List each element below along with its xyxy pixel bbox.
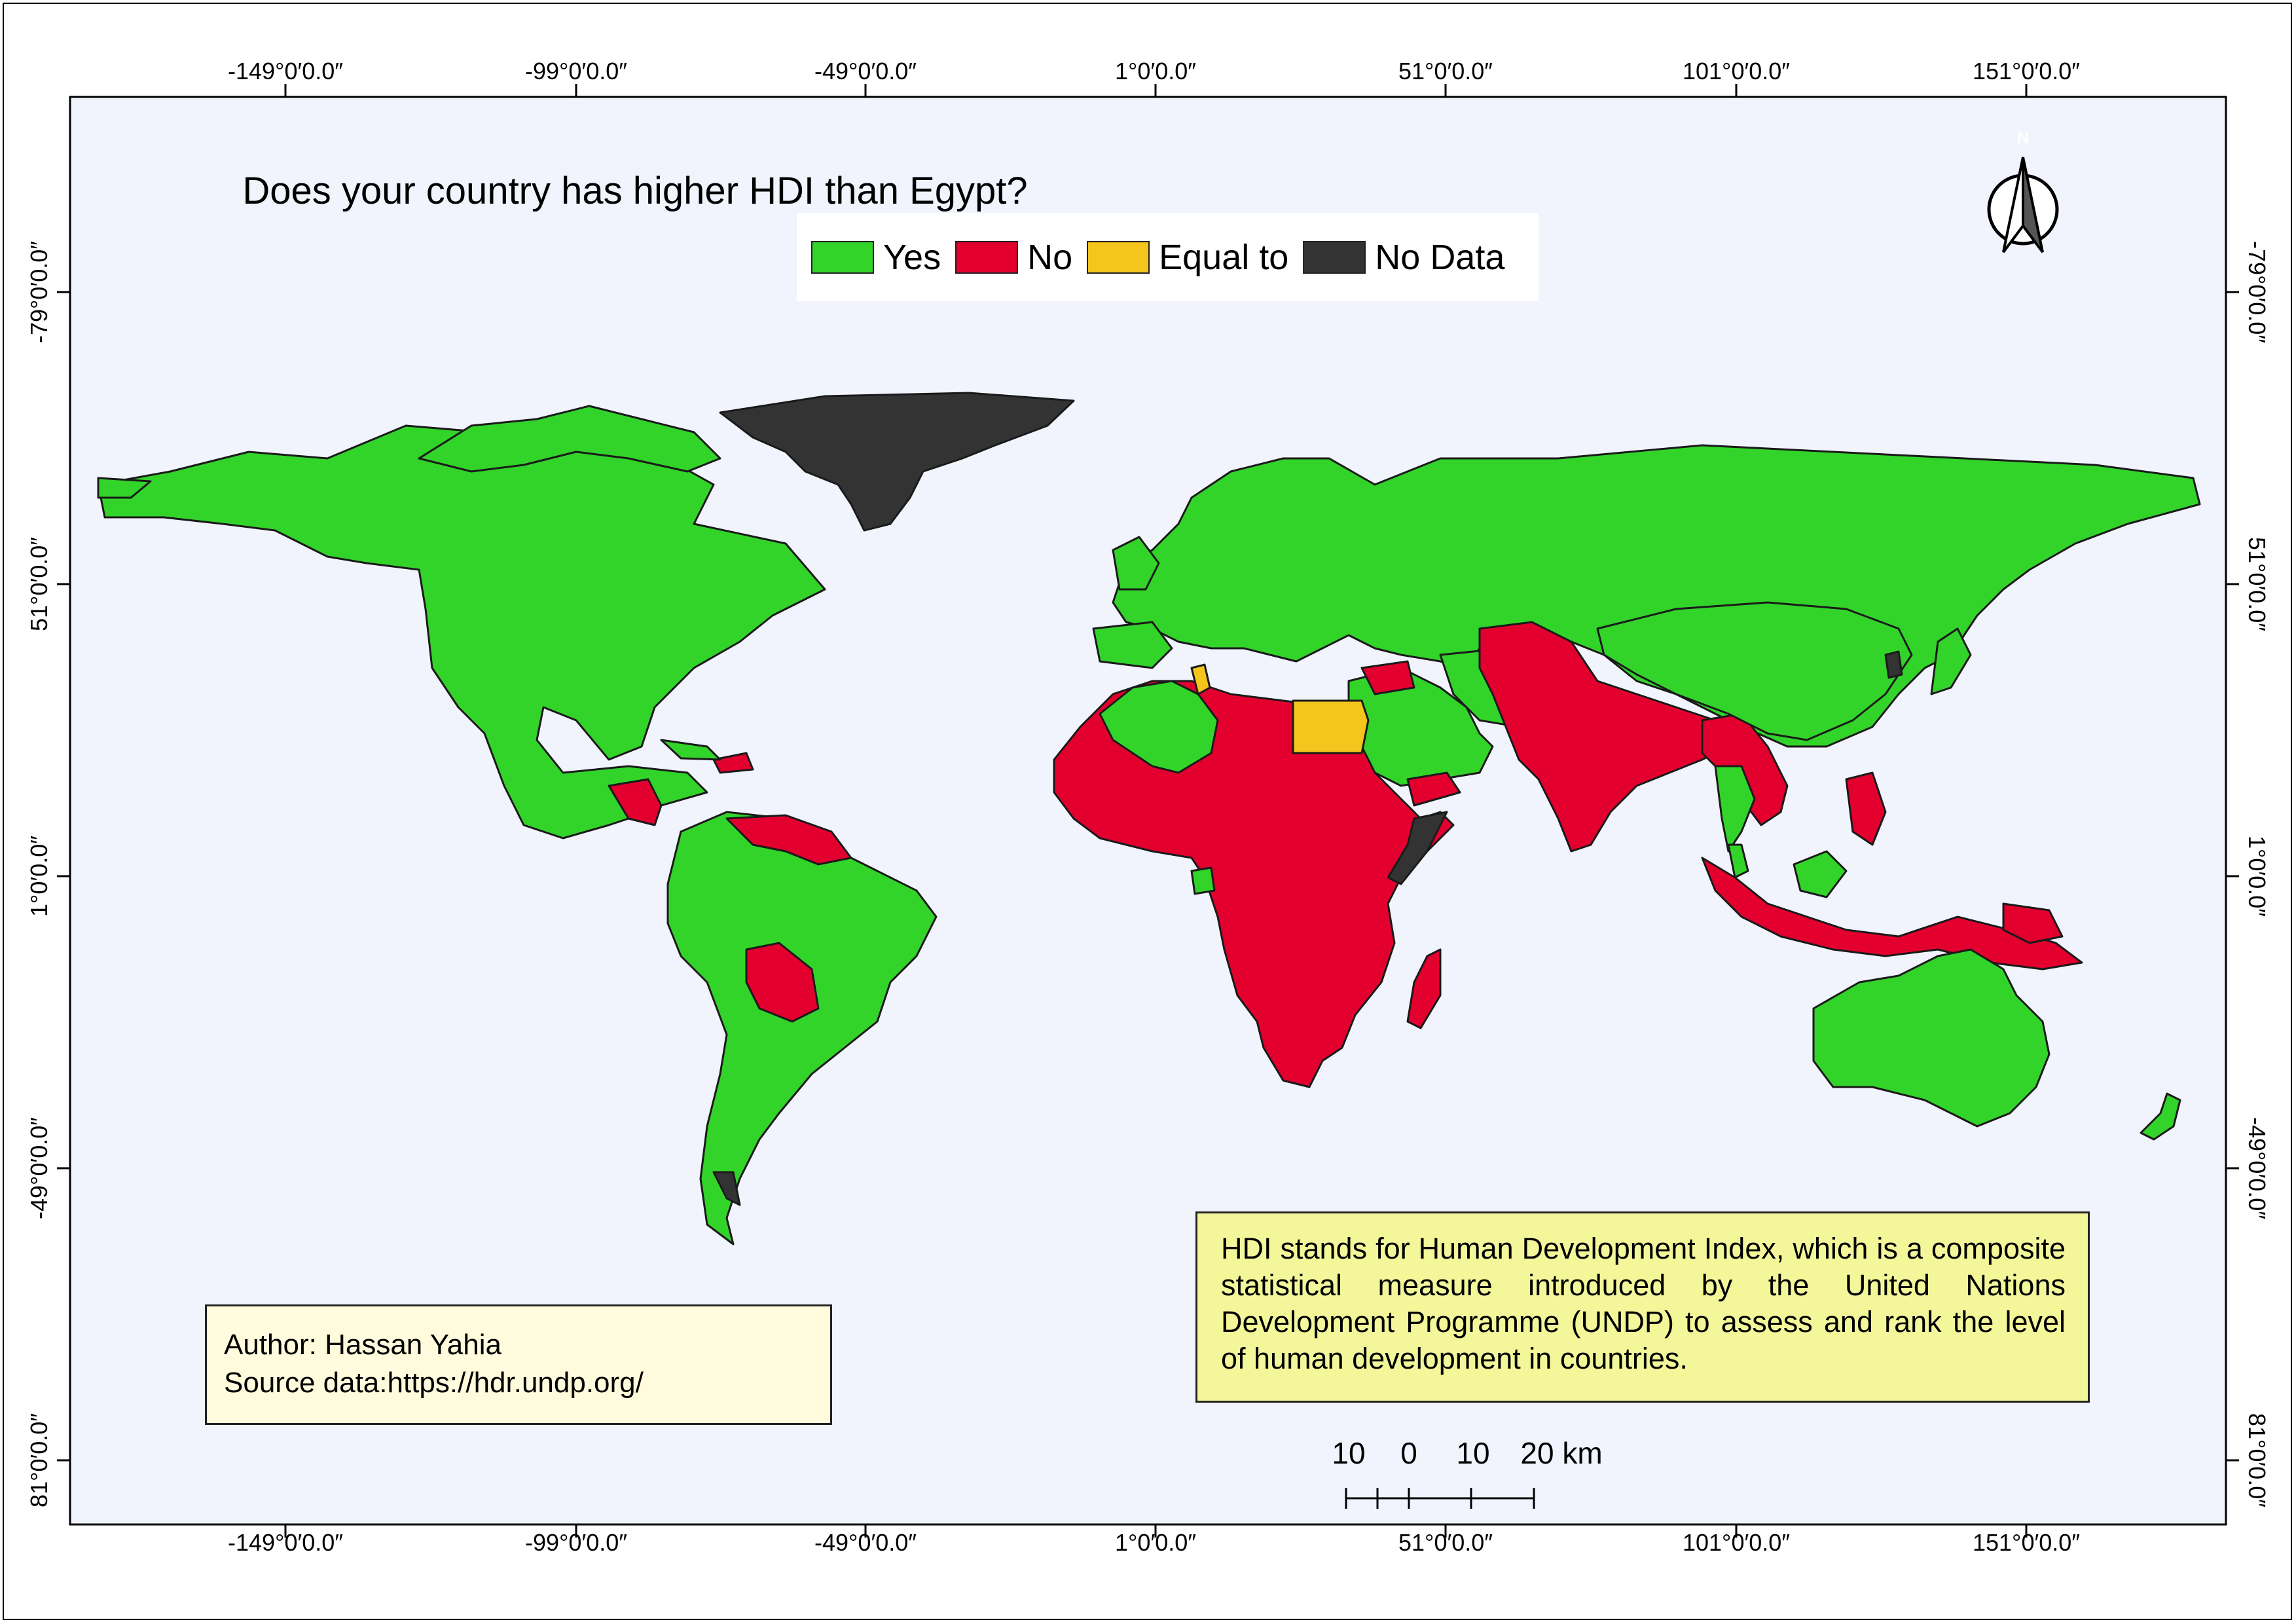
legend: Yes No Equal to No Data	[797, 213, 1539, 301]
region-gabon-yes	[1190, 866, 1216, 895]
coord-bottom-label: 101°0′0.0″	[1682, 1529, 1791, 1556]
region-arctic-islands	[418, 405, 721, 473]
legend-item-no: No	[955, 237, 1072, 278]
region-korea	[1884, 650, 1903, 679]
region-australia	[1812, 948, 2050, 1128]
region-tunisia-equal	[1190, 663, 1211, 695]
region-somalia-nodata	[1387, 811, 1448, 885]
hdi-note: HDI stands for Human Development Index, …	[1195, 1211, 2090, 1403]
coord-top-label: -149°0′0.0″	[227, 58, 344, 84]
region-png-no	[2002, 902, 2064, 944]
coord-left-label: -49°0′0.0″	[26, 1117, 52, 1219]
region-japan	[1930, 627, 1972, 695]
region-uk	[1112, 536, 1160, 591]
region-malay-peninsula	[1727, 843, 1749, 879]
scale-label: 20 km	[1520, 1436, 1603, 1470]
coord-right-label: 1°0′0.0″	[2244, 836, 2270, 917]
region-cuba	[660, 739, 721, 761]
coord-right-label: -49°0′0.0″	[2244, 1117, 2270, 1219]
coord-bottom-label: -149°0′0.0″	[227, 1529, 344, 1556]
coord-left-label: 1°0′0.0″	[26, 836, 52, 917]
coord-right-label: 51°0′0.0″	[2244, 537, 2270, 631]
region-greenland	[719, 392, 1075, 532]
region-syria-no	[1360, 660, 1415, 695]
coord-bottom-label: 151°0′0.0″	[1972, 1529, 2081, 1556]
legend-item-equal: Equal to	[1087, 237, 1288, 278]
legend-item-nodata: No Data	[1303, 237, 1504, 278]
coord-bottom-label: -99°0′0.0″	[525, 1529, 627, 1556]
region-borneo	[1793, 850, 1848, 898]
scale-bar-labels: 10 0 10 20 km	[0, 1435, 2296, 1475]
region-south-asia-no	[1478, 621, 1730, 853]
region-yemen-no	[1406, 771, 1461, 807]
author-box: Author: Hassan Yahia Source data:https:/…	[205, 1304, 832, 1425]
coord-left-label: 51°0′0.0″	[26, 537, 52, 631]
coord-left-label: -79°0′0.0″	[26, 241, 52, 343]
coord-top-label: -49°0′0.0″	[814, 58, 917, 84]
coord-top-label: 151°0′0.0″	[1972, 58, 2081, 84]
coord-bottom-label: -49°0′0.0″	[814, 1529, 917, 1556]
region-eurasia	[1112, 444, 2201, 748]
north-label: N	[2017, 128, 2030, 147]
region-south-america	[666, 811, 938, 1246]
north-arrow-icon	[1987, 157, 2059, 253]
coord-bottom-label: 1°0′0.0″	[1115, 1529, 1196, 1556]
legend-swatch	[811, 240, 874, 274]
region-new-zealand	[2140, 1092, 2181, 1141]
coord-top-label: -99°0′0.0″	[525, 58, 627, 84]
region-china	[1596, 601, 1913, 741]
legend-label: Equal to	[1159, 237, 1289, 277]
coord-bottom-label: 51°0′0.0″	[1398, 1529, 1493, 1556]
coord-top-label: 1°0′0.0″	[1115, 58, 1196, 84]
region-thailand	[1714, 765, 1756, 853]
region-bolivia-no	[745, 942, 820, 1023]
scale-label: 10	[1332, 1436, 1366, 1470]
legend-swatch	[955, 240, 1019, 274]
scale-label: 10	[1456, 1436, 1490, 1470]
coord-right-label: -79°0′0.0″	[2244, 241, 2270, 343]
coord-top-label: 101°0′0.0″	[1682, 58, 1791, 84]
region-iberia	[1092, 621, 1173, 669]
legend-swatch	[1087, 240, 1150, 274]
region-north-africa-yes	[1099, 680, 1219, 774]
coord-top-label: 51°0′0.0″	[1398, 58, 1493, 84]
legend-item-yes: Yes	[811, 237, 941, 278]
legend-label: Yes	[883, 237, 941, 277]
region-se-asia-no	[1701, 712, 1789, 826]
author-text: Author: Hassan Yahia	[224, 1329, 501, 1361]
region-venezuela-no	[725, 814, 852, 866]
region-central-america-no	[608, 778, 663, 826]
region-caribbean	[712, 752, 754, 774]
region-indonesia-no	[1701, 857, 2083, 970]
scale-bar	[1345, 1488, 1535, 1509]
legend-label: No Data	[1375, 237, 1505, 277]
legend-label: No	[1027, 237, 1073, 277]
legend-swatch	[1303, 240, 1366, 274]
region-madagascar-no	[1406, 948, 1442, 1029]
countries-layer	[97, 392, 2201, 1246]
graticule-ticks	[57, 84, 2239, 1538]
region-philippines-no	[1845, 771, 1887, 846]
source-text: Source data:https://hdr.undp.org/	[224, 1367, 644, 1399]
region-alaska-tip	[97, 477, 152, 499]
map-title: Does your country has higher HDI than Eg…	[242, 170, 1028, 212]
region-patagonia-nodata	[712, 1171, 741, 1206]
scale-label: 0	[1400, 1436, 1417, 1470]
region-egypt-equal	[1292, 699, 1370, 754]
